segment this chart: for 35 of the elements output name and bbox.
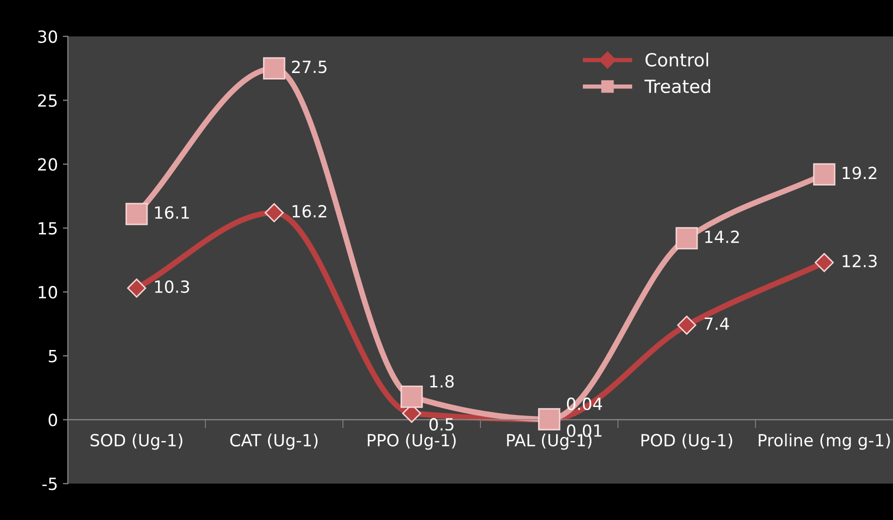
point — [814, 253, 834, 272]
y-tick-label: 15 — [38, 222, 57, 235]
point — [126, 202, 148, 226]
legend-label: Treated — [644, 79, 710, 94]
x-tick-label: POD (Ug-1) — [642, 434, 732, 450]
point — [263, 57, 286, 80]
data-label: 1.8 — [430, 375, 454, 388]
x-tick-label: CAT (Ug-1) — [230, 434, 318, 450]
data-label: 7.4 — [704, 318, 729, 330]
data-label: 27.5 — [292, 60, 326, 74]
point — [400, 386, 423, 408]
point — [127, 278, 146, 298]
x-tick-label: Proline (mg g-1) — [758, 434, 890, 450]
data-label: 10.3 — [155, 280, 190, 293]
data-label: 14.2 — [705, 230, 739, 243]
data-label: 12.3 — [842, 254, 877, 268]
data-label: 0.5 — [429, 418, 454, 431]
point — [677, 316, 696, 335]
x-tick-label: SOD (Ug-1) — [90, 434, 182, 450]
y-tick-label: 30 — [38, 30, 58, 43]
data-label: 16.2 — [292, 204, 326, 218]
point — [813, 163, 836, 186]
legend-label: Control — [646, 52, 708, 67]
y-tick-label: 0 — [48, 414, 58, 426]
data-label: 0.04 — [566, 398, 602, 410]
y-tick-label: 10 — [38, 286, 58, 299]
point — [676, 227, 698, 250]
x-tick-label: PPO (Ug-1) — [368, 434, 456, 450]
data-label: 16.1 — [155, 206, 189, 219]
data-label: 19.2 — [842, 166, 876, 180]
y-tick-label: 25 — [38, 94, 57, 107]
y-tick-label: -5 — [42, 478, 57, 490]
y-tick-label: 5 — [48, 350, 57, 362]
y-tick-label: 20 — [38, 158, 58, 171]
point — [264, 203, 284, 222]
